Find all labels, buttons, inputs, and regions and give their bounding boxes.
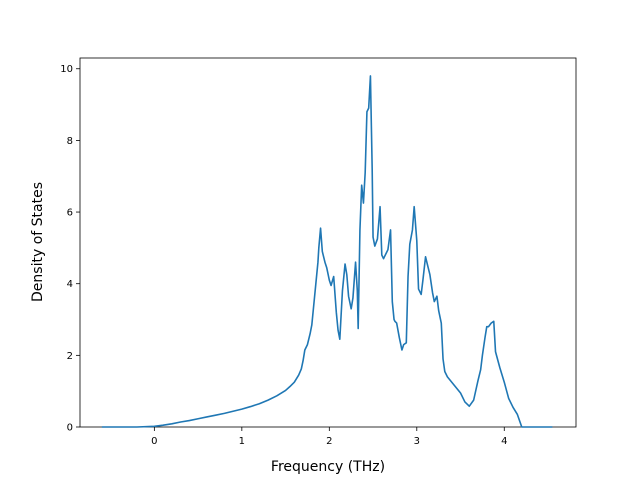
y-axis: 0 2 4 6 8 10 — [60, 64, 80, 434]
x-tick-label: 0 — [151, 436, 157, 447]
y-tick-label: 2 — [67, 351, 73, 362]
x-tick-label: 3 — [414, 436, 420, 447]
plot-area — [79, 57, 577, 428]
x-axis: 0 1 2 3 4 — [151, 427, 507, 447]
y-tick-label: 6 — [67, 208, 73, 219]
y-tick-label: 8 — [67, 136, 73, 147]
x-tick-label: 4 — [501, 436, 507, 447]
series-line-0 — [101, 75, 553, 428]
series-layer — [101, 75, 553, 428]
plot-frame — [79, 57, 577, 428]
x-tick-label: 2 — [326, 436, 332, 447]
y-tick-label: 0 — [67, 423, 73, 434]
x-tick-label: 1 — [239, 436, 245, 447]
y-tick-label: 4 — [67, 279, 73, 290]
x-axis-label: Frequency (THz) — [271, 459, 385, 475]
y-axis-label: Density of States — [30, 182, 46, 302]
y-tick-label: 10 — [60, 64, 73, 75]
